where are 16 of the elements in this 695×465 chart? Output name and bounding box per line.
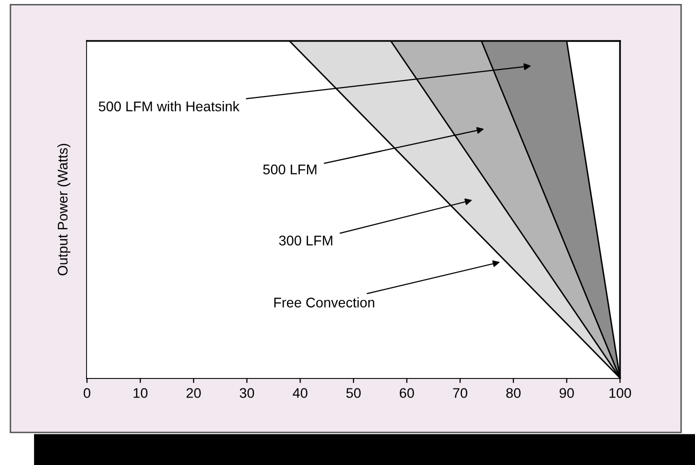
- annotation: 500 LFM: [263, 164, 316, 174]
- x-tick-label: 100: [609, 388, 632, 398]
- annotation: 300 LFM: [279, 236, 332, 246]
- x-tick-label: 50: [346, 388, 361, 398]
- x-tick-label: 60: [400, 388, 414, 398]
- x-tick-label: 30: [240, 388, 254, 398]
- x-tick-label: 0: [84, 388, 90, 398]
- annotation: 500 LFM with Heatsink: [98, 101, 240, 112]
- annotation: Free Convection: [274, 297, 374, 308]
- x-tick-label: 70: [453, 388, 468, 398]
- y-axis-title: Output Power (Watts): [57, 144, 70, 276]
- x-tick-label: 90: [560, 388, 574, 398]
- x-tick-label: 20: [186, 388, 201, 398]
- x-tick-label: 40: [292, 388, 308, 398]
- x-tick-label: 10: [134, 388, 148, 398]
- x-tick-label: 80: [506, 388, 521, 398]
